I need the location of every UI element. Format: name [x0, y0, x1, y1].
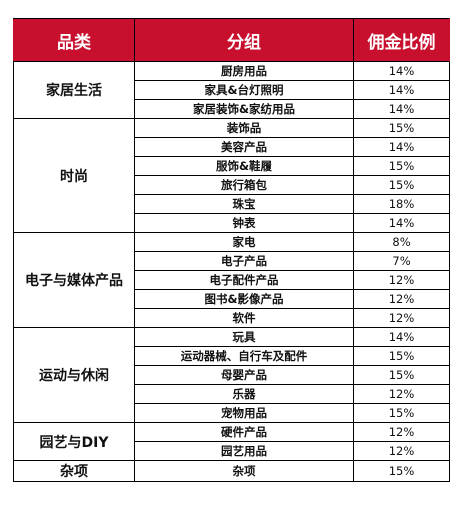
- group-cell: 园艺用品: [134, 441, 354, 461]
- commission-rate-cell: 15%: [353, 403, 450, 423]
- commission-rate-cell: 14%: [353, 80, 450, 100]
- header-commission: 佣金比例: [353, 18, 450, 62]
- header-row: 品类 分组 佣金比例: [13, 18, 450, 62]
- commission-rate-cell: 15%: [353, 118, 450, 138]
- group-cell: 家居装饰&家纺用品: [134, 99, 354, 119]
- commission-rate-cell: 15%: [353, 346, 450, 366]
- table-row: 杂项 杂项 15%: [13, 460, 450, 482]
- group-cell: 厨房用品: [134, 61, 354, 81]
- table-row: 家居生活 厨房用品 14%: [13, 61, 450, 119]
- table-row: 运动与休闲 玩具 14%: [13, 327, 450, 423]
- commission-rate-cell: 12%: [353, 384, 450, 404]
- group-cell: 软件: [134, 308, 354, 328]
- commission-rate-cell: 15%: [353, 175, 450, 195]
- table-row: 图书&影像产品 12%: [14, 289, 450, 309]
- table-header: 品类 分组 佣金比例: [13, 18, 450, 62]
- commission-rate-cell: 12%: [353, 422, 450, 442]
- group-cell: 电子产品: [134, 251, 354, 271]
- commission-rate-cell: 15%: [353, 156, 450, 176]
- group-cell: 母婴产品: [134, 365, 354, 385]
- group-cell: 宠物用品: [134, 403, 354, 423]
- table-row: 电子配件产品 12%: [14, 270, 450, 290]
- group-cell: 硬件产品: [134, 422, 354, 442]
- group-cell: 杂项: [134, 460, 354, 482]
- commission-rate-cell: 12%: [353, 270, 450, 290]
- commission-rate-cell: 15%: [353, 365, 450, 385]
- group-cell: 美容产品: [134, 137, 354, 157]
- commission-rate-cell: 12%: [353, 441, 450, 461]
- group-cell: 家具&台灯照明: [134, 80, 354, 100]
- commission-rate-cell: 8%: [353, 232, 450, 252]
- commission-rate-cell: 14%: [353, 327, 450, 347]
- group-cell: 电子配件产品: [134, 270, 354, 290]
- group-cell: 钟表: [134, 213, 354, 233]
- category-cell: 园艺与DIY: [13, 422, 135, 461]
- category-cell: 电子与媒体产品: [13, 232, 135, 328]
- group-cell: 服饰&鞋履: [134, 156, 354, 176]
- table-row: 电子产品 7%: [14, 251, 450, 271]
- table-row: 园艺与DIY 硬件产品 12%: [13, 422, 450, 461]
- commission-table: 品类 分组 佣金比例 家居生活 厨房用品 14% 家具&台灯照明 14% 家居装饰&家纺用…: [13, 18, 450, 482]
- commission-rate-cell: 18%: [353, 194, 450, 214]
- table-row: 电子与媒体产品 家电 8%: [13, 232, 450, 328]
- commission-rate-cell: 12%: [353, 308, 450, 328]
- header-group: 分组: [134, 18, 354, 62]
- table-body: 家居生活 厨房用品 14% 家具&台灯照明 14% 家居装饰&家纺用品 14% 时尚 装饰品 15…: [13, 61, 450, 482]
- commission-rate-cell: 14%: [353, 213, 450, 233]
- table-row: 时尚 装饰品 15%: [13, 118, 450, 233]
- group-cell: 玩具: [134, 327, 354, 347]
- group-cell: 图书&影像产品: [134, 289, 354, 309]
- group-cell: 装饰品: [134, 118, 354, 138]
- category-cell: 运动与休闲: [13, 327, 135, 423]
- group-cell: 乐器: [134, 384, 354, 404]
- table-row: 运动器械、自行车及配件 15%: [14, 346, 450, 366]
- category-cell: 家居生活: [13, 61, 135, 119]
- commission-rate-cell: 7%: [353, 251, 450, 271]
- group-cell: 运动器械、自行车及配件: [134, 346, 354, 366]
- commission-rate-cell: 14%: [353, 99, 450, 119]
- category-cell: 杂项: [13, 460, 135, 482]
- header-category: 品类: [13, 18, 135, 62]
- commission-rate-cell: 14%: [353, 137, 450, 157]
- category-cell: 时尚: [13, 118, 135, 233]
- table-row: 母婴产品 15%: [14, 365, 450, 385]
- commission-rate-cell: 14%: [353, 61, 450, 81]
- table-row: 旅行箱包 15%: [14, 175, 450, 195]
- group-cell: 家电: [134, 232, 354, 252]
- table-row: 软件 12%: [14, 308, 450, 328]
- table-row: 美容产品 14%: [14, 137, 450, 157]
- commission-rate-cell: 15%: [353, 460, 450, 482]
- group-cell: 旅行箱包: [134, 175, 354, 195]
- group-cell: 珠宝: [134, 194, 354, 214]
- commission-rate-cell: 12%: [353, 289, 450, 309]
